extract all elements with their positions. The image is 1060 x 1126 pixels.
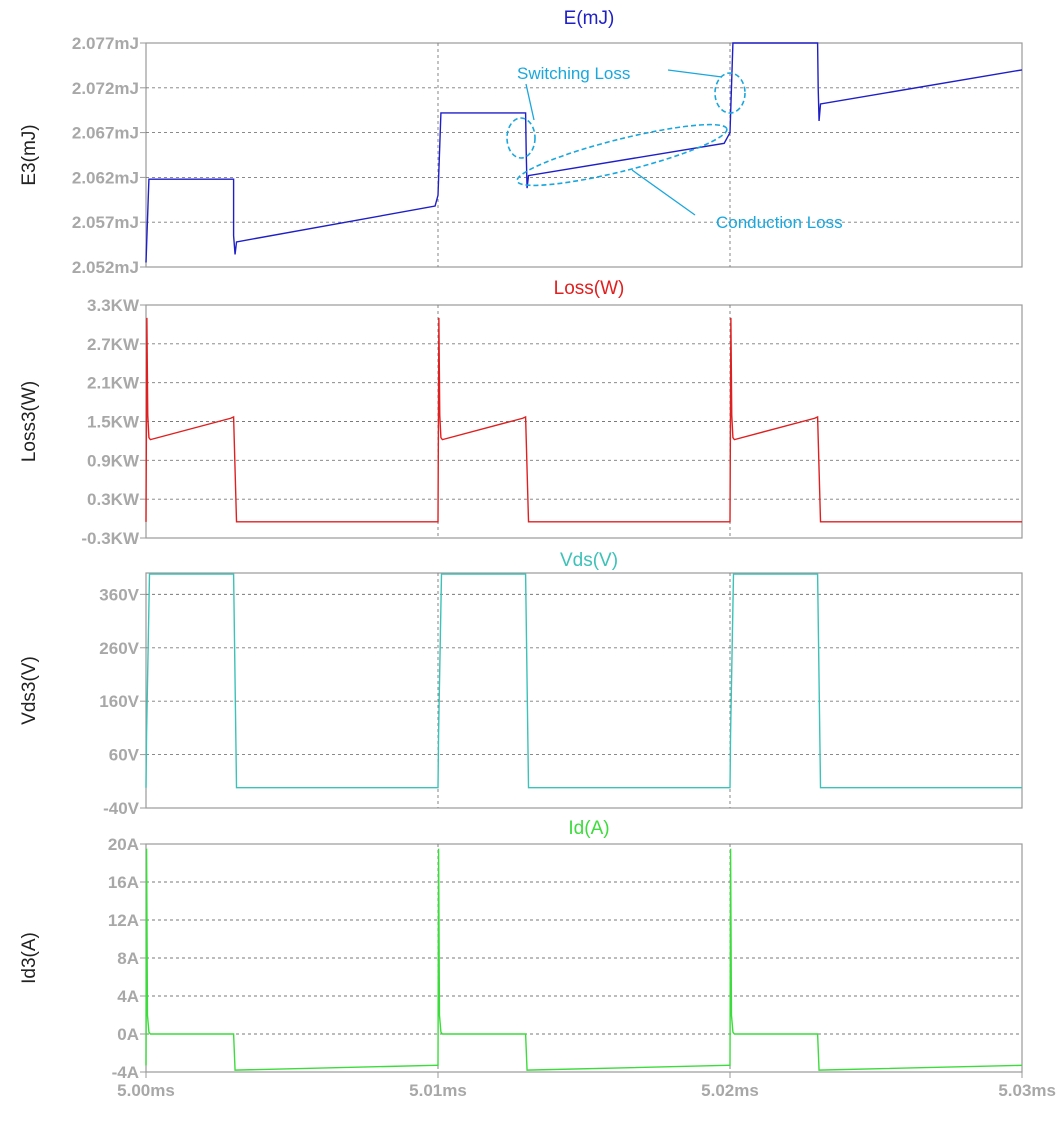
conduction-loss-ellipse bbox=[516, 123, 728, 187]
series-line bbox=[145, 42, 1023, 263]
y-tick-label: 3.3KW bbox=[87, 296, 140, 315]
x-axis: 5.00ms 5.01ms 5.02ms 5.03ms bbox=[117, 1072, 1056, 1100]
y-tick-label: 160V bbox=[99, 692, 139, 711]
panel-title: Vds(V) bbox=[560, 550, 618, 571]
y-tick-label: 1.5KW bbox=[87, 413, 140, 432]
panel-title: E(mJ) bbox=[564, 8, 615, 29]
switching-loss-label: Switching Loss bbox=[517, 64, 630, 83]
plot-frame bbox=[145, 572, 1023, 809]
x-tick-label: 5.03ms bbox=[998, 1081, 1056, 1100]
y-tick-label: 2.057mJ bbox=[72, 213, 139, 232]
y-axis-label: Id3(A) bbox=[19, 932, 40, 984]
annotations: Switching Loss Conduction Loss bbox=[506, 64, 843, 232]
conduction-loss-label: Conduction Loss bbox=[716, 213, 843, 232]
panel-1: 2.077mJ 2.072mJ 2.067mJ 2.062mJ 2.057mJ 2.052… bbox=[19, 8, 1023, 277]
y-axis-label: Vds3(V) bbox=[19, 656, 40, 725]
y-tick-label: 360V bbox=[99, 585, 139, 604]
y-tick-label: 0.3KW bbox=[87, 490, 140, 509]
y-tick-label: 20A bbox=[108, 835, 139, 854]
leader-line bbox=[631, 169, 696, 216]
y-tick-label: 4A bbox=[117, 987, 139, 1006]
x-tick-label: 5.01ms bbox=[409, 1081, 467, 1100]
y-tick-label: 2.072mJ bbox=[72, 79, 139, 98]
y-axis-label: Loss3(W) bbox=[19, 381, 40, 462]
y-tick-label: 12A bbox=[108, 911, 139, 930]
panel-4: 20A 16A 12A 8A 4A 0A -4A Id(A) Id3(A) bbox=[19, 818, 1023, 1082]
series-line bbox=[145, 848, 1023, 1071]
switching-loss-ellipse-1 bbox=[506, 117, 536, 159]
y-tick-label: 60V bbox=[109, 746, 140, 765]
y-tick-label: -0.3KW bbox=[81, 529, 140, 548]
y-tick-label: 260V bbox=[99, 639, 139, 658]
plot-frame bbox=[145, 42, 1023, 268]
panel-2: 3.3KW 2.7KW 2.1KW 1.5KW 0.9KW 0.3KW -0.3KW Loss… bbox=[19, 278, 1023, 548]
switching-loss-ellipse-2 bbox=[714, 72, 746, 114]
y-tick-label: 2.7KW bbox=[87, 335, 140, 354]
x-tick-label: 5.00ms bbox=[117, 1081, 175, 1100]
x-tick-label: 5.02ms bbox=[701, 1081, 759, 1100]
y-tick-label: 16A bbox=[108, 873, 139, 892]
y-tick-label: 2.052mJ bbox=[72, 258, 139, 277]
series-line bbox=[145, 317, 1022, 523]
leader-line bbox=[525, 83, 535, 121]
panel-3: 360V 260V 160V 60V -40V Vds(V) Vds3(V) bbox=[19, 550, 1023, 818]
y-tick-label: -40V bbox=[103, 799, 140, 818]
leader-line bbox=[667, 69, 723, 78]
y-tick-label: 2.062mJ bbox=[72, 168, 139, 187]
panel-title: Id(A) bbox=[568, 818, 609, 839]
series-line bbox=[145, 573, 1022, 789]
y-tick-label: 0.9KW bbox=[87, 451, 140, 470]
y-tick-label: 2.077mJ bbox=[72, 34, 139, 53]
y-tick-label: 2.067mJ bbox=[72, 124, 139, 143]
y-tick-label: -4A bbox=[112, 1063, 139, 1082]
y-axis-label: E3(mJ) bbox=[19, 124, 40, 185]
y-tick-label: 8A bbox=[117, 949, 139, 968]
y-tick-label: 2.1KW bbox=[87, 374, 140, 393]
panel-title: Loss(W) bbox=[554, 278, 625, 299]
y-tick-label: 0A bbox=[117, 1025, 139, 1044]
